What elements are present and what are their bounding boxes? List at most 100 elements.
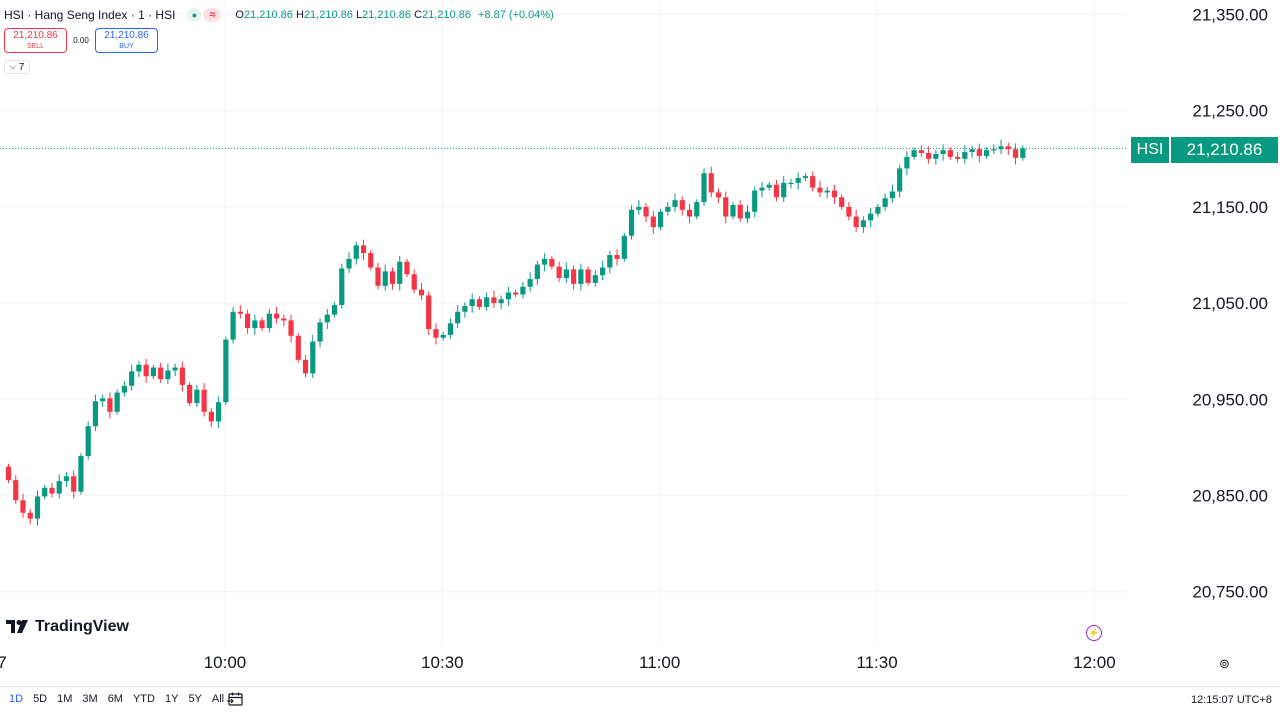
candle-body xyxy=(295,335,301,360)
x-tick-label: 10:30 xyxy=(421,653,464,672)
candle-body xyxy=(665,206,671,212)
change-value: +8.87 (+0.04%) xyxy=(478,9,554,21)
candle xyxy=(288,314,294,343)
candle-body xyxy=(433,329,439,338)
candle-body xyxy=(933,153,939,159)
candle xyxy=(549,255,555,270)
range-button-3m[interactable]: 3M xyxy=(82,693,98,705)
symbol-title[interactable]: HSI · Hang Seng Index · 1 · HSI xyxy=(4,8,176,22)
candle-body xyxy=(926,153,932,159)
candle-body xyxy=(636,206,642,210)
x-tick-label: 11:00 xyxy=(639,653,680,672)
candle xyxy=(150,364,156,380)
candle xyxy=(63,472,70,487)
candle xyxy=(599,260,606,281)
candle-body xyxy=(172,367,178,371)
lightning-icon[interactable]: ⚡ xyxy=(1086,625,1102,641)
price-axis[interactable]: 21,350.00 21,250.00 21,150.00 21,050.00 20,9… xyxy=(1192,6,1268,602)
x-tick-label-edge: 7 xyxy=(0,653,7,672)
sell-button[interactable]: 21,210.86 SELL xyxy=(4,28,67,53)
candle xyxy=(433,323,439,345)
candle xyxy=(1005,142,1011,155)
candle xyxy=(578,263,584,291)
range-button-1d[interactable]: 1D xyxy=(9,693,24,705)
candle xyxy=(621,232,627,262)
candle-body xyxy=(194,389,200,404)
candle xyxy=(302,355,309,378)
candle xyxy=(947,147,953,160)
candle-body xyxy=(592,275,598,283)
candle-body xyxy=(201,389,207,412)
candle-body xyxy=(462,305,468,312)
calendar-icon[interactable] xyxy=(227,691,245,707)
sell-price: 21,210.86 xyxy=(13,29,58,41)
candle-body xyxy=(752,190,758,212)
candle-body xyxy=(56,481,62,494)
clock-utc[interactable]: 12:15:07 UTC+8 xyxy=(1190,694,1272,706)
candle-body xyxy=(324,314,330,323)
candle-body xyxy=(701,173,707,203)
candle xyxy=(940,144,946,161)
candle-body xyxy=(397,261,403,284)
symbol-legend: HSI · Hang Seng Index · 1 · HSI ● ≈ O21,… xyxy=(4,6,554,24)
market-open-icon[interactable]: ● xyxy=(187,8,202,22)
candle-body xyxy=(694,202,700,217)
candle xyxy=(360,239,367,260)
buy-button[interactable]: 21,210.86 BUY xyxy=(95,28,158,53)
candle-body xyxy=(230,311,236,340)
range-button-all[interactable]: All xyxy=(211,693,225,705)
candle xyxy=(505,286,512,306)
candle-body xyxy=(5,466,12,481)
candle-body xyxy=(498,299,504,304)
indicators-toggle-button[interactable]: ⌵ 7 xyxy=(4,60,30,74)
settings-icon[interactable]: ⊚ xyxy=(1219,656,1230,671)
range-button-5d[interactable]: 5D xyxy=(33,693,48,705)
candle xyxy=(252,314,258,335)
candle xyxy=(636,200,642,215)
x-tick-label: 11:30 xyxy=(856,653,897,672)
time-axis[interactable]: 10:00 10:30 11:00 11:30 12:00 7 xyxy=(0,653,1116,672)
candle-body xyxy=(969,149,975,153)
candle xyxy=(440,331,446,341)
candle xyxy=(426,291,432,335)
candle-body xyxy=(107,398,113,412)
candle xyxy=(92,394,99,432)
candle xyxy=(114,389,120,415)
candle-body xyxy=(1020,148,1026,158)
open-value: 21,210.86 xyxy=(243,9,293,21)
candle xyxy=(976,143,982,163)
tradingview-logo[interactable]: TradingView xyxy=(6,617,129,637)
candle xyxy=(672,193,678,212)
last-price-symbol: HSI xyxy=(1131,137,1169,163)
candle xyxy=(911,147,917,160)
candle xyxy=(5,463,12,483)
candle-body xyxy=(114,392,120,412)
candle-body xyxy=(831,190,838,198)
range-button-1y[interactable]: 1Y xyxy=(164,693,179,705)
candle xyxy=(375,262,381,290)
candle-body xyxy=(13,480,19,501)
candle xyxy=(491,290,497,308)
candle xyxy=(527,272,533,292)
range-button-ytd[interactable]: YTD xyxy=(132,693,155,705)
candle xyxy=(353,241,359,265)
y-tick-label: 20,950.00 xyxy=(1192,390,1268,409)
close-label: C xyxy=(414,9,423,21)
range-button-6m[interactable]: 6M xyxy=(107,693,123,705)
range-button-1m[interactable]: 1M xyxy=(57,693,73,705)
candle xyxy=(498,295,504,309)
candle xyxy=(556,261,562,282)
candle xyxy=(179,361,185,392)
y-tick-label: 21,150.00 xyxy=(1192,198,1268,217)
range-button-5y[interactable]: 5Y xyxy=(188,693,202,705)
candle-body xyxy=(556,266,562,279)
price-chart[interactable]: 21,350.00 21,250.00 21,150.00 21,050.00 20,9… xyxy=(0,0,1280,686)
delayed-data-icon[interactable]: ≈ xyxy=(203,8,222,22)
candle xyxy=(513,289,519,298)
buy-price: 21,210.86 xyxy=(104,29,149,41)
candle-body xyxy=(759,187,765,191)
candle xyxy=(592,270,598,287)
high-label: H xyxy=(295,9,304,21)
candle xyxy=(824,186,830,199)
candle-body xyxy=(92,401,99,427)
